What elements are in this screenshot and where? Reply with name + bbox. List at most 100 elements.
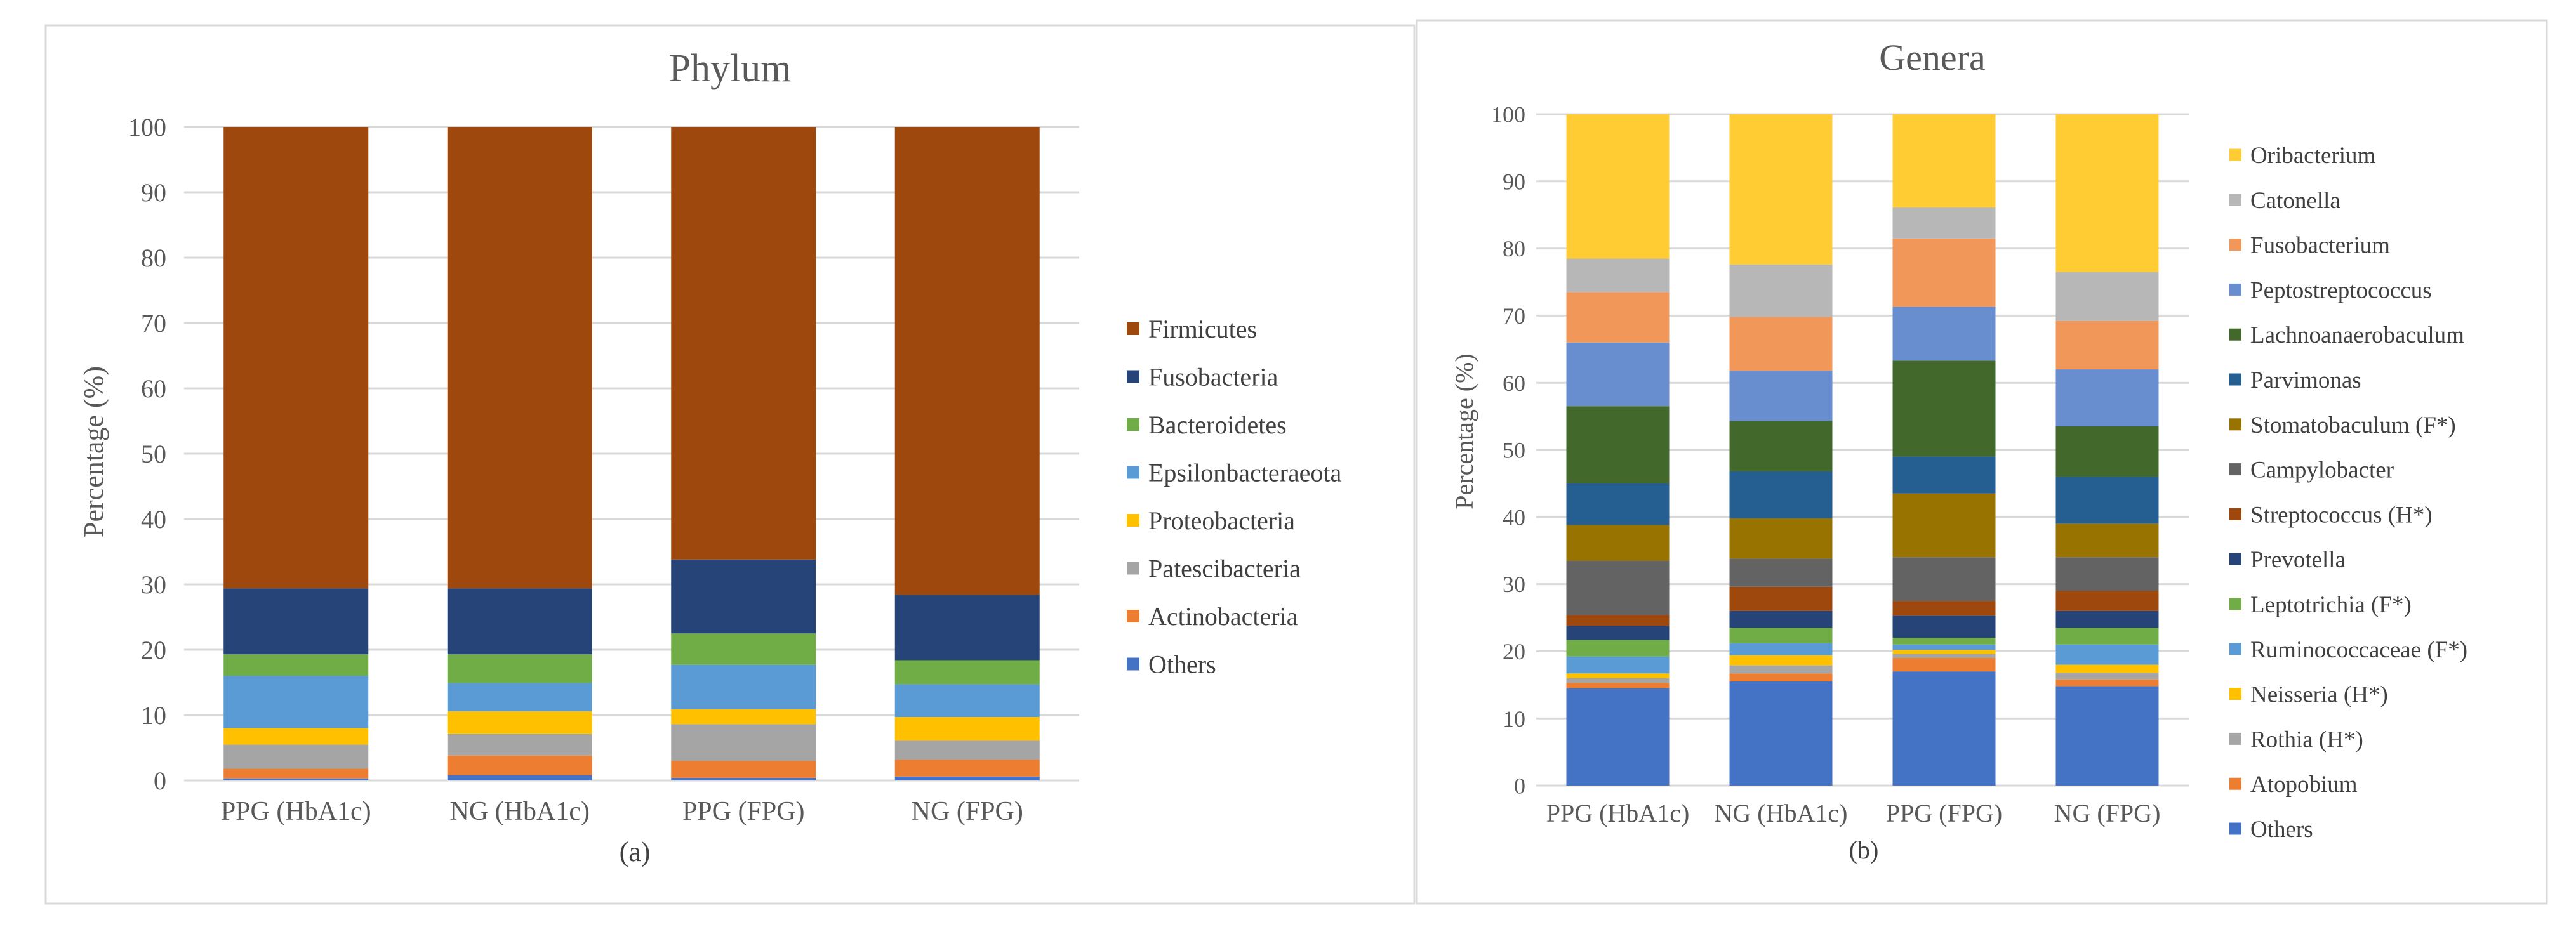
legend-label-genera-7: Streptococcus (H*) <box>2250 502 2433 528</box>
bar-segment-genera-0-1 <box>1566 683 1670 688</box>
bar-segment-genera-0-11 <box>1566 406 1670 483</box>
x-tick-label-phylum-2: PPG (FPG) <box>682 797 805 826</box>
bar-segment-genera-3-9 <box>2055 523 2159 558</box>
bar-segment-genera-1-0 <box>1729 681 1833 786</box>
legend-swatch-phylum-3 <box>1127 514 1139 527</box>
legend-label-genera-6: Prevotella <box>2250 547 2346 573</box>
legend-label-phylum-5: Bacteroidetes <box>1148 411 1287 439</box>
bar-segment-genera-2-5 <box>1892 638 1996 645</box>
legend-swatch-genera-2 <box>2229 732 2241 745</box>
y-tick-label-genera-5: 50 <box>1503 438 1525 463</box>
legend-entry-genera-6: Prevotella <box>2229 547 2346 573</box>
bar-segment-phylum-0-4 <box>223 676 369 728</box>
bars-genera <box>1566 114 2159 786</box>
legend-entry-genera-13: Fusobacterium <box>2229 233 2390 259</box>
legend-label-phylum-6: Fusobacteria <box>1148 363 1278 391</box>
y-axis-label-genera: Percentage (%) <box>1450 353 1478 509</box>
legend-swatch-phylum-0 <box>1127 657 1139 671</box>
legend-entry-phylum-5: Bacteroidetes <box>1127 411 1287 439</box>
legend-swatch-phylum-2 <box>1127 562 1139 575</box>
panel-label-a: (a) <box>620 836 651 867</box>
bar-segment-genera-2-12 <box>1892 306 1996 361</box>
bar-segment-genera-3-8 <box>2055 557 2159 591</box>
bar-segment-genera-1-2 <box>1729 665 1833 674</box>
chart-title-genera: Genera <box>1879 37 1985 78</box>
chart-panel-genera: Genera Percentage (%) (b) 0 10 20 30 40 50 60 7… <box>1416 19 2548 905</box>
bar-segment-genera-2-7 <box>1892 601 1996 616</box>
bar-segment-genera-2-0 <box>1892 671 1996 786</box>
bar-segment-genera-3-13 <box>2055 320 2159 370</box>
legend-swatch-genera-8 <box>2229 463 2241 476</box>
y-tick-label-phylum-0: 0 <box>154 766 166 795</box>
bar-segment-genera-0-6 <box>1566 626 1670 640</box>
legend-entry-genera-9: Stomatobaculum (F*) <box>2229 412 2456 438</box>
bar-segment-phylum-0-7 <box>223 127 369 589</box>
bar-segment-genera-1-15 <box>1729 114 1833 265</box>
chart-title-phylum: Phylum <box>669 47 792 90</box>
legend-entry-genera-7: Streptococcus (H*) <box>2229 502 2433 528</box>
bar-segment-genera-3-1 <box>2055 679 2159 687</box>
bar-segment-genera-3-5 <box>2055 628 2159 645</box>
bar-segment-genera-0-0 <box>1566 688 1670 786</box>
legend-swatch-genera-11 <box>2229 328 2241 341</box>
x-tick-labels-genera: PPG (HbA1c) NG (HbA1c) PPG (FPG) NG (FPG) <box>1546 799 2161 827</box>
bar-segment-phylum-2-5 <box>671 633 816 665</box>
bar-segment-phylum-0-3 <box>223 728 369 745</box>
bar-segment-genera-3-15 <box>2055 114 2159 272</box>
legend-entry-phylum-0: Others <box>1127 650 1216 679</box>
bar-segment-genera-1-14 <box>1729 264 1833 317</box>
y-axis-label-phylum: Percentage (%) <box>78 366 109 537</box>
legend-swatch-genera-5 <box>2229 598 2241 610</box>
bar-segment-genera-2-8 <box>1892 557 1996 602</box>
legend-label-phylum-0: Others <box>1148 650 1216 679</box>
bar-segment-genera-0-15 <box>1566 114 1670 259</box>
legend-label-genera-12: Peptostreptococcus <box>2250 277 2432 303</box>
bar-segment-phylum-3-4 <box>894 684 1040 718</box>
y-tick-label-phylum-4: 40 <box>141 505 166 534</box>
legend-swatch-genera-7 <box>2229 508 2241 520</box>
bar-segment-genera-0-12 <box>1566 342 1670 407</box>
bar-segment-genera-3-7 <box>2055 591 2159 611</box>
bar-segment-genera-3-4 <box>2055 644 2159 665</box>
legend-entry-genera-3: Neisseria (H*) <box>2229 682 2388 708</box>
legend-entry-phylum-3: Proteobacteria <box>1127 506 1295 535</box>
x-tick-label-genera-3: NG (FPG) <box>2054 799 2161 827</box>
bar-segment-genera-2-11 <box>1892 360 1996 457</box>
y-tick-label-genera-10: 100 <box>1491 102 1525 128</box>
legend-entry-genera-4: Ruminococcaceae (F*) <box>2229 637 2467 663</box>
legend-swatch-genera-0 <box>2229 822 2241 835</box>
legend-label-genera-8: Campylobacter <box>2250 457 2394 483</box>
legend-entry-genera-14: Catonella <box>2229 188 2340 214</box>
bar-segment-genera-2-9 <box>1892 493 1996 558</box>
bar-segment-phylum-1-3 <box>447 711 592 734</box>
bar-segment-genera-0-14 <box>1566 258 1670 293</box>
bar-segment-phylum-0-0 <box>223 778 369 780</box>
bar-segment-genera-0-13 <box>1566 292 1670 343</box>
legend-swatch-genera-3 <box>2229 688 2241 700</box>
legend-label-genera-3: Neisseria (H*) <box>2250 682 2388 708</box>
legend-swatch-genera-9 <box>2229 418 2241 431</box>
bar-segment-phylum-1-6 <box>447 588 592 655</box>
bar-segment-phylum-1-4 <box>447 683 592 711</box>
bar-segment-genera-3-2 <box>2055 673 2159 680</box>
bar-segment-genera-3-3 <box>2055 664 2159 673</box>
legend-phylum: Others Actinobacteria Patescibacteria Prote… <box>1127 315 1342 679</box>
x-tick-label-genera-1: NG (HbA1c) <box>1715 799 1848 827</box>
legend-entry-genera-10: Parvimonas <box>2229 367 2361 393</box>
bar-segment-genera-0-5 <box>1566 640 1670 657</box>
bar-segment-genera-3-11 <box>2055 426 2159 477</box>
y-tick-label-genera-8: 80 <box>1503 236 1525 261</box>
bar-segment-phylum-1-1 <box>447 755 592 775</box>
legend-label-phylum-7: Firmicutes <box>1148 315 1257 343</box>
bar-segment-phylum-2-6 <box>671 559 816 634</box>
bar-segment-genera-2-2 <box>1892 654 1996 658</box>
legend-entry-genera-12: Peptostreptococcus <box>2229 277 2432 303</box>
bars-phylum <box>223 127 1040 780</box>
y-tick-label-phylum-3: 30 <box>141 570 166 599</box>
bar-segment-phylum-3-5 <box>894 660 1040 685</box>
legend-label-genera-14: Catonella <box>2250 188 2340 214</box>
bar-segment-phylum-3-3 <box>894 717 1040 741</box>
bar-segment-genera-2-10 <box>1892 456 1996 494</box>
bar-segment-genera-0-9 <box>1566 525 1670 561</box>
